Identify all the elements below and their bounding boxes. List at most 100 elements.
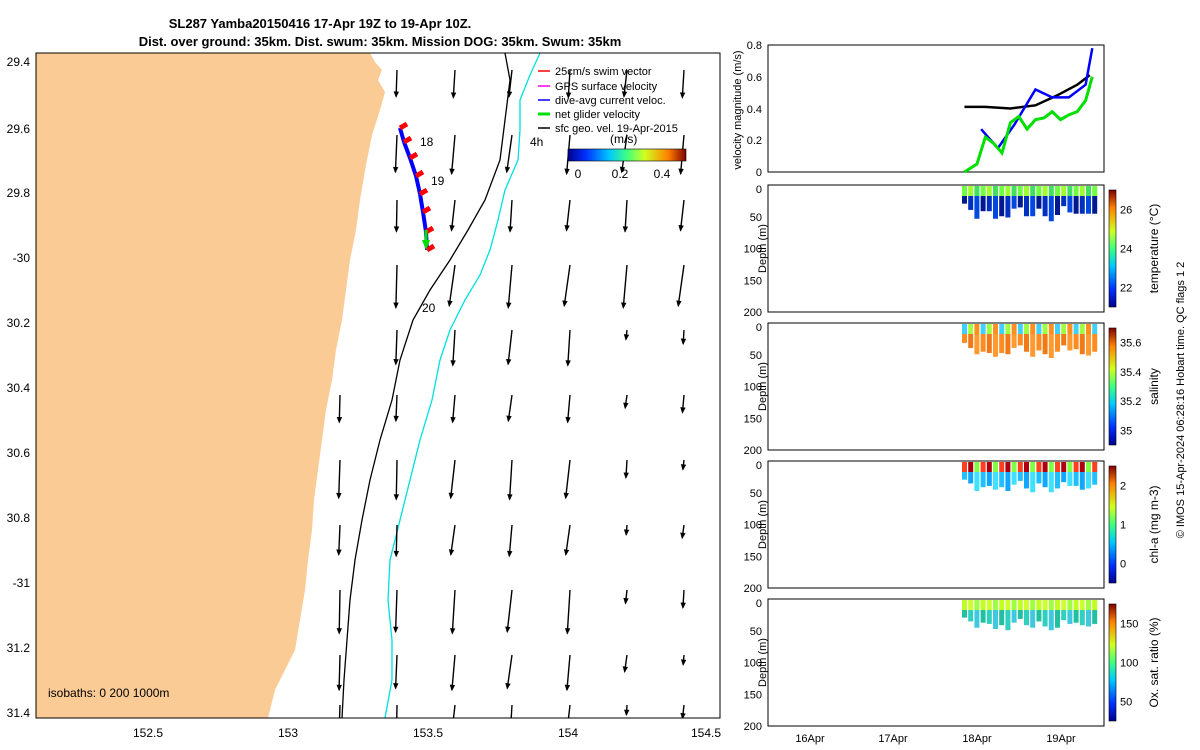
y-tick: 50 bbox=[750, 488, 762, 500]
profile-bottom bbox=[974, 334, 980, 355]
current-vector-head bbox=[564, 684, 571, 692]
profile-top bbox=[1061, 600, 1067, 610]
map-panel: 29.4 29.6 29.8 -30 30.2 30.4 30.6 30.8 -… bbox=[7, 52, 721, 740]
profile-top bbox=[1005, 462, 1011, 472]
profile-top bbox=[1005, 600, 1011, 610]
section-colorbar bbox=[1108, 189, 1117, 308]
current-vector bbox=[507, 329, 513, 365]
current-vector-head bbox=[336, 684, 342, 692]
profile-bottom bbox=[1055, 610, 1060, 628]
current-vector-head bbox=[393, 302, 399, 309]
y-tick: 0.2 bbox=[747, 135, 762, 147]
y-tick: 150 bbox=[744, 275, 762, 287]
current-vector-head bbox=[505, 358, 512, 366]
y-tick: 100 bbox=[744, 658, 762, 670]
profile-top bbox=[1061, 462, 1067, 472]
profile-bottom bbox=[1061, 610, 1067, 621]
profile-bottom bbox=[962, 610, 967, 618]
profile-bottom bbox=[1092, 334, 1098, 352]
current-vector-head bbox=[678, 225, 684, 232]
current-vector-head bbox=[506, 302, 512, 309]
lat-tick: 29.4 bbox=[7, 55, 31, 69]
profile-bottom bbox=[1067, 196, 1073, 213]
current-vector bbox=[567, 704, 571, 718]
y-tick: 0 bbox=[756, 167, 762, 179]
profile-bottom bbox=[999, 196, 1005, 217]
current-vector bbox=[394, 654, 398, 689]
profile-bottom bbox=[1086, 196, 1091, 214]
lat-tick: -31 bbox=[13, 576, 31, 590]
profile-top bbox=[1017, 186, 1023, 196]
profile-top bbox=[1055, 324, 1060, 334]
profile-bottom bbox=[1005, 196, 1011, 218]
profile-top bbox=[974, 324, 980, 334]
profile-top bbox=[968, 600, 974, 610]
profile-bottom bbox=[986, 472, 992, 486]
title-line1: SL287 Yamba20150416 17-Apr 19Z to 19-Apr… bbox=[169, 16, 472, 31]
profile-bottom bbox=[1055, 196, 1060, 215]
legend-label: GPS surface velocity bbox=[555, 81, 658, 93]
velocity-series bbox=[963, 47, 1094, 174]
current-vector-head bbox=[622, 666, 629, 673]
profile-top bbox=[974, 462, 980, 472]
profile-bottom bbox=[980, 334, 986, 352]
current-vector-head bbox=[565, 416, 571, 424]
profile-bottom bbox=[962, 472, 967, 480]
colorbar-tick: 50 bbox=[1120, 697, 1132, 709]
profile-top bbox=[1048, 462, 1054, 472]
profile-top bbox=[1079, 324, 1085, 334]
lat-tick: -30 bbox=[13, 251, 31, 265]
current-vector-head bbox=[676, 300, 682, 308]
lat-tick: 30.6 bbox=[7, 446, 31, 460]
profile-top bbox=[1024, 462, 1029, 472]
current-vector bbox=[448, 264, 456, 306]
lat-tick: 29.6 bbox=[7, 122, 31, 136]
profile-bottom bbox=[1048, 334, 1054, 359]
lat-axis: 29.4 29.6 29.8 -30 30.2 30.4 30.6 30.8 -… bbox=[7, 55, 31, 720]
profile-bottom bbox=[1079, 610, 1085, 626]
section-frame bbox=[767, 598, 1105, 727]
current-vector-head bbox=[623, 529, 630, 536]
profile-top bbox=[980, 324, 986, 334]
profile-top bbox=[1042, 600, 1048, 610]
lon-tick: 153.5 bbox=[413, 726, 443, 740]
profile-bottom bbox=[1092, 610, 1098, 624]
profile-bottom bbox=[1024, 610, 1029, 626]
profile-top bbox=[1017, 324, 1023, 334]
profile-bottom bbox=[1073, 472, 1079, 486]
current-vector-head bbox=[505, 626, 511, 634]
profile-bottom bbox=[1079, 334, 1085, 355]
title-line2: Dist. over ground: 35km. Dist. swum: 35k… bbox=[139, 34, 622, 49]
profile-bottom bbox=[974, 472, 980, 491]
profile-bottom bbox=[1030, 334, 1036, 357]
y-tick: 150 bbox=[744, 689, 762, 701]
profile-top bbox=[1024, 600, 1029, 610]
profile-bottom bbox=[999, 610, 1005, 626]
profile-bottom bbox=[980, 610, 986, 623]
current-vector-head bbox=[336, 628, 342, 635]
section-ylabel: Depth (m) bbox=[757, 224, 769, 273]
y-tick: 50 bbox=[750, 350, 762, 362]
colorbar-tick: 150 bbox=[1120, 619, 1138, 631]
section-ylabel: Depth (m) bbox=[757, 638, 769, 687]
current-vector bbox=[509, 199, 513, 232]
current-vector-head bbox=[678, 168, 684, 176]
colorbar-tick: 2 bbox=[1120, 481, 1126, 493]
lon-tick: 153 bbox=[278, 726, 298, 740]
profile-top bbox=[1079, 186, 1085, 196]
profile-bottom bbox=[1042, 334, 1048, 355]
profile-top bbox=[1073, 462, 1079, 472]
current-vector bbox=[395, 524, 398, 557]
profile-bottom bbox=[986, 196, 992, 212]
section-panel: 0 50 100 150 200 Depth (m) 0 1 2 chl-a (mg m-3) bbox=[744, 460, 1161, 595]
current-vector-head bbox=[506, 91, 513, 98]
track-segment bbox=[414, 175, 422, 195]
current-vector bbox=[508, 524, 513, 557]
current-vector-head bbox=[624, 709, 630, 717]
current-vector bbox=[450, 134, 456, 174]
current-vector-head bbox=[680, 464, 687, 471]
current-vector bbox=[396, 704, 398, 718]
velocity-panel: 0 0.2 0.4 0.6 0.8 velocity magnitude (m/… bbox=[732, 40, 1105, 179]
